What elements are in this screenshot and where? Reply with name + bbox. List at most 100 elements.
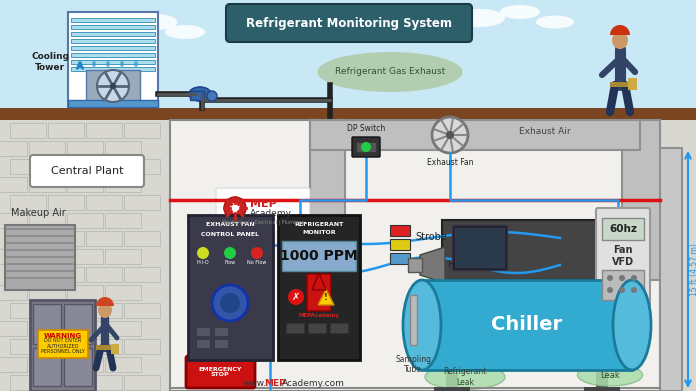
Bar xyxy=(390,225,410,236)
Circle shape xyxy=(432,117,468,153)
Bar xyxy=(356,142,376,152)
Text: DO NOT ENTER
AUTHORIZED
PERSONNEL ONLY: DO NOT ENTER AUTHORIZED PERSONNEL ONLY xyxy=(41,338,85,354)
Circle shape xyxy=(110,83,116,89)
Ellipse shape xyxy=(612,31,628,49)
Bar xyxy=(48,195,84,210)
Bar xyxy=(38,330,88,358)
Text: 60hz: 60hz xyxy=(609,224,637,234)
Ellipse shape xyxy=(98,302,112,318)
Bar xyxy=(190,91,204,100)
Bar xyxy=(33,304,61,344)
Circle shape xyxy=(224,247,236,259)
Text: REFRIGERANT: REFRIGERANT xyxy=(294,221,344,226)
Circle shape xyxy=(230,203,240,213)
Bar xyxy=(0,120,696,391)
Ellipse shape xyxy=(317,52,463,92)
Bar xyxy=(48,123,84,138)
FancyBboxPatch shape xyxy=(307,274,331,311)
Bar xyxy=(10,339,46,354)
Text: VFD: VFD xyxy=(612,257,634,267)
Text: Exhaust Fan: Exhaust Fan xyxy=(427,158,473,167)
FancyBboxPatch shape xyxy=(30,155,144,187)
Text: T: T xyxy=(300,251,310,265)
FancyBboxPatch shape xyxy=(352,137,380,157)
Bar xyxy=(124,267,160,282)
Bar xyxy=(124,195,160,210)
Bar xyxy=(64,304,92,344)
Bar xyxy=(64,348,92,386)
Text: Cooling
Tower: Cooling Tower xyxy=(31,52,69,72)
Text: Mechanical | Electrical | Plumbing: Mechanical | Electrical | Plumbing xyxy=(222,219,304,225)
Bar xyxy=(628,78,637,90)
Circle shape xyxy=(97,70,129,102)
Text: Makeup Air: Makeup Air xyxy=(10,208,65,218)
Bar xyxy=(71,60,155,64)
Bar xyxy=(29,177,65,192)
Text: No Flow: No Flow xyxy=(247,260,267,265)
Circle shape xyxy=(619,275,625,281)
Bar xyxy=(0,0,696,108)
FancyBboxPatch shape xyxy=(596,208,650,307)
Bar xyxy=(124,339,160,354)
Ellipse shape xyxy=(106,61,110,67)
Bar xyxy=(71,67,155,71)
Text: Chiller: Chiller xyxy=(491,316,562,334)
Bar xyxy=(0,357,27,372)
Ellipse shape xyxy=(425,364,505,389)
Ellipse shape xyxy=(207,91,217,101)
Bar xyxy=(105,141,141,156)
Text: EMERGENCY
STOP: EMERGENCY STOP xyxy=(198,367,242,377)
Text: !: ! xyxy=(324,294,328,303)
Bar xyxy=(71,53,155,57)
Text: Leak: Leak xyxy=(600,371,620,380)
Bar xyxy=(434,387,470,391)
Text: EXHAUST FAN: EXHAUST FAN xyxy=(205,222,254,228)
Bar xyxy=(86,339,122,354)
Circle shape xyxy=(619,287,625,293)
Bar xyxy=(0,177,27,192)
Bar xyxy=(422,280,632,370)
Circle shape xyxy=(212,285,248,321)
Bar xyxy=(29,285,65,300)
Bar xyxy=(602,218,644,240)
Text: Horn: Horn xyxy=(448,260,471,270)
Ellipse shape xyxy=(613,280,651,370)
Text: Strobe: Strobe xyxy=(415,232,447,242)
Bar xyxy=(29,213,65,228)
Circle shape xyxy=(197,247,209,259)
Bar xyxy=(29,357,65,372)
Ellipse shape xyxy=(455,9,505,27)
Bar xyxy=(48,267,84,282)
Bar xyxy=(86,375,122,390)
Text: H-I-O: H-I-O xyxy=(197,260,209,265)
Text: Refrigerant Gas Exhaust: Refrigerant Gas Exhaust xyxy=(335,68,445,77)
Bar xyxy=(596,370,608,390)
Circle shape xyxy=(607,287,613,293)
Ellipse shape xyxy=(78,61,82,67)
Bar xyxy=(67,249,103,264)
Bar xyxy=(67,177,103,192)
Bar xyxy=(0,321,27,336)
Bar xyxy=(71,32,155,36)
Text: 15 ft (4.57 m): 15 ft (4.57 m) xyxy=(690,244,696,296)
Text: Sampling
Tube: Sampling Tube xyxy=(395,355,431,375)
Circle shape xyxy=(607,275,613,281)
Text: DP Switch: DP Switch xyxy=(347,124,385,133)
Circle shape xyxy=(361,142,371,152)
Text: CONTROL PANEL: CONTROL PANEL xyxy=(201,231,259,237)
Ellipse shape xyxy=(383,29,418,41)
Bar xyxy=(170,120,660,391)
Bar xyxy=(48,159,84,174)
Text: Exhaust Air: Exhaust Air xyxy=(519,127,571,136)
Bar xyxy=(105,321,141,336)
Ellipse shape xyxy=(403,280,441,370)
Circle shape xyxy=(290,243,320,273)
Bar xyxy=(610,82,630,87)
Bar xyxy=(0,249,27,264)
Circle shape xyxy=(220,293,240,313)
Bar xyxy=(10,375,46,390)
Bar xyxy=(282,241,356,271)
Circle shape xyxy=(288,289,304,305)
Bar xyxy=(105,249,141,264)
Circle shape xyxy=(446,131,454,139)
